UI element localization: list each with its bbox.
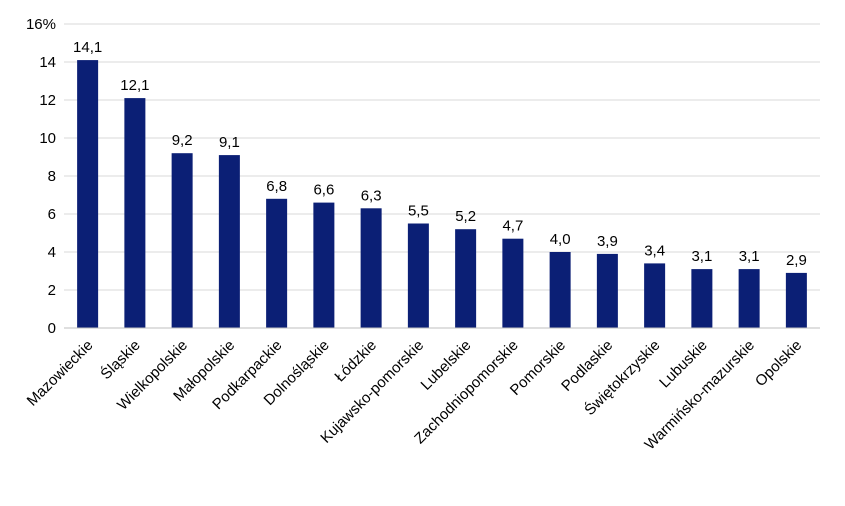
- data-label: 2,9: [786, 252, 807, 269]
- bar: [77, 60, 99, 328]
- bar: [455, 229, 477, 328]
- bar: [691, 269, 713, 328]
- bar: [360, 208, 382, 328]
- data-label: 6,3: [361, 187, 382, 204]
- y-tick-label: 6: [48, 206, 56, 223]
- bar: [502, 238, 524, 328]
- data-labels: 14,1 12,1 9,2 9,1 6,8 6,6 6,3 5,5 5,2 4,7 4,0 3,9 3,…: [73, 39, 807, 269]
- data-label: 5,2: [455, 208, 476, 225]
- bar: [407, 223, 429, 328]
- y-axis-tick-labels: 0 2 4 6 8 10 12 14 16%: [26, 16, 56, 337]
- bar: [218, 155, 240, 328]
- data-label: 3,1: [691, 248, 712, 265]
- bars: [77, 60, 807, 328]
- data-label: 6,8: [266, 178, 287, 195]
- bar: [266, 198, 288, 328]
- y-tick-label: 4: [48, 244, 56, 261]
- data-label: 9,2: [172, 132, 193, 149]
- data-label: 4,0: [550, 231, 571, 248]
- category-label: Opolskie: [752, 337, 805, 390]
- data-label: 5,5: [408, 203, 429, 220]
- y-tick-label: 10: [39, 130, 56, 147]
- y-tick-label: 14: [39, 54, 56, 71]
- y-tick-label: 16%: [26, 16, 56, 33]
- bar: [596, 253, 618, 328]
- data-label: 12,1: [120, 77, 149, 94]
- data-label: 3,9: [597, 233, 618, 250]
- data-label: 14,1: [73, 39, 102, 56]
- data-label: 3,1: [739, 248, 760, 265]
- category-label: Śląskie: [97, 336, 144, 383]
- y-tick-label: 12: [39, 92, 56, 109]
- data-label: 9,1: [219, 134, 240, 151]
- bar: [785, 272, 807, 328]
- category-label: Mazowieckie: [24, 337, 97, 410]
- y-tick-label: 8: [48, 168, 56, 185]
- data-label: 6,6: [313, 182, 334, 199]
- data-label: 4,7: [502, 218, 523, 235]
- bar: [171, 153, 193, 328]
- x-axis-category-labels: Mazowieckie ŚląskieWielkopolskieMałopolsk…: [24, 336, 805, 453]
- bar: [738, 269, 760, 328]
- y-tick-label: 0: [48, 320, 56, 337]
- data-label: 3,4: [644, 242, 665, 259]
- bar: [644, 263, 666, 328]
- bar: [313, 202, 335, 328]
- bar: [124, 98, 146, 328]
- y-tick-label: 2: [48, 282, 56, 299]
- bar: [549, 252, 571, 328]
